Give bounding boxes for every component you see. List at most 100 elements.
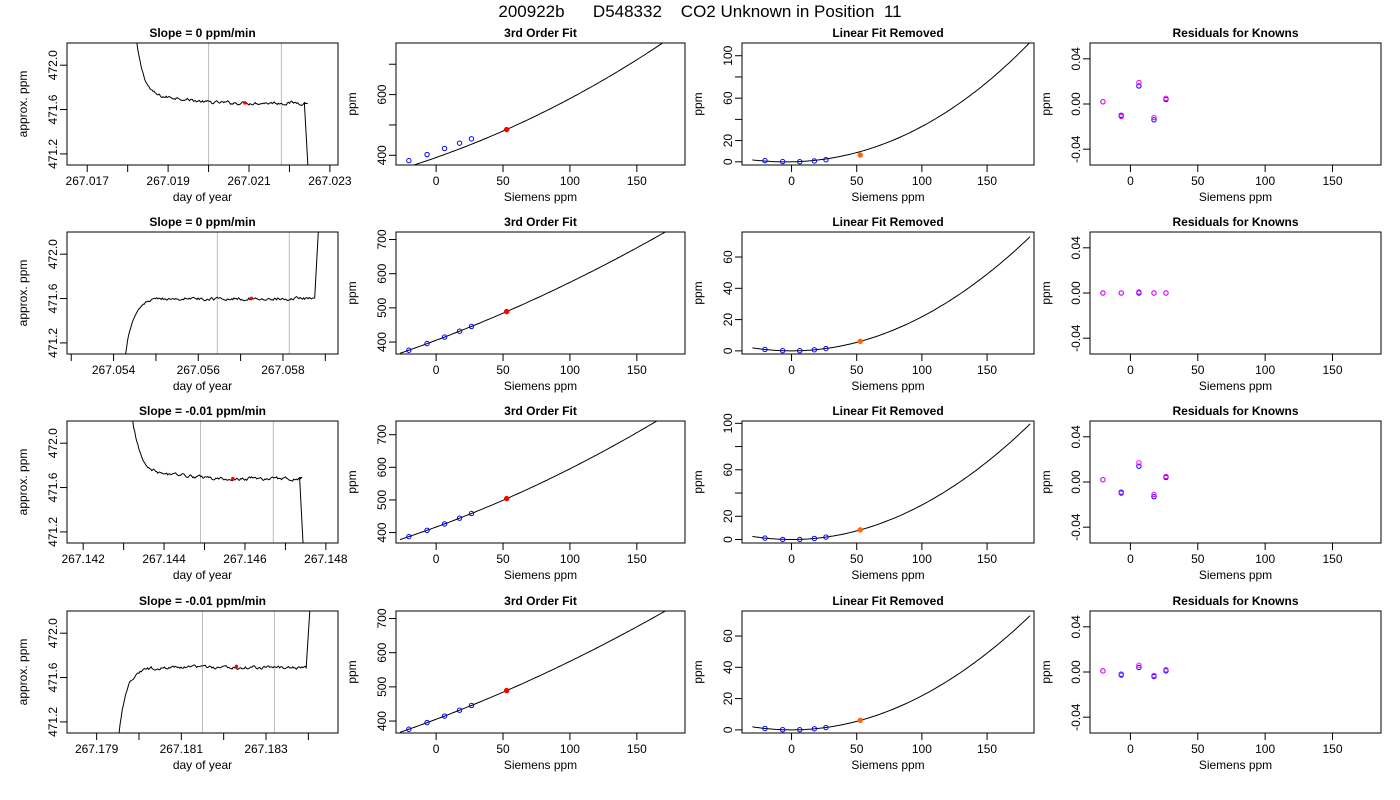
y-tick-label: 700 — [375, 608, 389, 628]
x-tick-label: 100 — [1255, 742, 1275, 756]
y-tick-label: 100 — [721, 45, 735, 65]
known-point — [406, 726, 412, 732]
y-tick-label: -0.04 — [1069, 703, 1083, 731]
y-axis-label: ppm — [1039, 470, 1053, 493]
x-tick-label: 267.021 — [227, 174, 271, 188]
plot-area — [132, 421, 304, 543]
x-axis-label: Siemens ppm — [1199, 758, 1272, 772]
known-point — [406, 533, 412, 540]
x-tick-label: 100 — [560, 174, 580, 188]
plot-frame — [395, 420, 686, 544]
y-tick-label: -0.04 — [1069, 135, 1083, 163]
x-tick-label: 267.183 — [244, 742, 288, 756]
known-point — [468, 323, 475, 330]
x-tick-label: 267.181 — [160, 742, 204, 756]
y-tick-label: 400 — [375, 145, 389, 165]
x-tick-label: 0 — [1127, 742, 1134, 756]
y-tick-label: 400 — [375, 711, 389, 731]
x-tick-label: 0 — [1127, 363, 1134, 377]
x-tick-label: 150 — [627, 363, 647, 377]
y-tick-label: 0.04 — [1069, 615, 1083, 639]
x-tick-label: 0 — [433, 552, 440, 566]
x-tick-label: 0 — [433, 742, 440, 756]
x-tick-label: 50 — [1191, 742, 1205, 756]
known-point — [456, 707, 463, 713]
x-axis-label: day of year — [173, 190, 232, 204]
x-tick-label: 50 — [850, 174, 864, 188]
plot-frame — [741, 231, 1035, 355]
known-point — [797, 727, 803, 733]
plot-area — [1100, 289, 1169, 296]
residual-point-b — [1163, 95, 1169, 102]
known-point — [441, 521, 448, 527]
y-axis-label: ppm — [691, 470, 705, 493]
x-tick-label: 267.054 — [92, 363, 136, 377]
y-tick-label: 60 — [721, 91, 735, 105]
panel-r1-c3: Residuals for Knowns 0 50 100 150 -0.04 0.00 0.… — [1039, 215, 1382, 393]
y-axis-label: ppm — [1039, 92, 1053, 115]
x-axis-label: Siemens ppm — [1199, 379, 1272, 393]
residual-point-a — [1151, 493, 1157, 500]
x-tick-label: 267.017 — [66, 174, 110, 188]
panel-title: Slope = 0 ppm/min — [149, 26, 255, 40]
y-axis-label: ppm — [345, 92, 359, 115]
panel-r0-c3: Residuals for Knowns 0 50 100 150 -0.04 0.00 0.… — [1039, 26, 1382, 204]
x-tick-label: 50 — [496, 174, 510, 188]
x-tick-label: 50 — [496, 363, 510, 377]
y-tick-label: 0.04 — [1069, 236, 1083, 260]
panel-title: Residuals for Knowns — [1172, 215, 1298, 229]
y-tick-label: 40 — [721, 660, 735, 674]
y-tick-label: 0 — [721, 347, 735, 354]
x-tick-label: 267.142 — [61, 552, 105, 566]
x-axis-label: Siemens ppm — [851, 568, 924, 582]
y-axis-label: approx. ppm — [16, 639, 30, 706]
plot-frame — [395, 231, 686, 355]
x-tick-label: 50 — [1191, 174, 1205, 188]
x-tick-label: 267.144 — [142, 552, 186, 566]
x-tick-label: 50 — [496, 742, 510, 756]
y-tick-label: 471.6 — [46, 662, 60, 692]
fit-curve — [752, 43, 1031, 163]
y-tick-label: 0.00 — [1069, 660, 1083, 684]
plot-area — [118, 611, 311, 733]
residual-point-b — [1151, 672, 1157, 679]
fit-curve — [399, 611, 667, 733]
x-tick-label: 267.056 — [177, 363, 221, 377]
y-tick-label: 500 — [375, 490, 389, 510]
known-point — [797, 536, 803, 543]
y-tick-label: 20 — [721, 509, 735, 523]
y-tick-label: 472.0 — [46, 50, 60, 80]
y-tick-label: 0 — [721, 158, 735, 165]
unknown-point — [503, 308, 510, 315]
fit-curve — [412, 43, 664, 165]
residual-point-b — [1118, 113, 1124, 120]
x-tick-label: 150 — [627, 742, 647, 756]
x-axis-label: day of year — [173, 568, 232, 582]
known-point — [811, 347, 818, 353]
y-tick-label: 60 — [721, 629, 735, 643]
y-axis-label: ppm — [691, 281, 705, 304]
known-point — [779, 348, 786, 354]
y-tick-label: 600 — [375, 263, 389, 283]
plot-area — [1100, 662, 1169, 680]
residual-point-b — [1100, 99, 1106, 105]
x-tick-label: 150 — [977, 174, 997, 188]
panel-title: Linear Fit Removed — [832, 26, 943, 40]
known-point — [456, 515, 463, 521]
panel-r2-c1: 3rd Order Fit 0 50 100 150 400 500 600 700 Siemen… — [345, 404, 686, 582]
panel-title: Residuals for Knowns — [1172, 26, 1298, 40]
mean-marker — [249, 296, 253, 301]
known-point — [468, 136, 475, 142]
x-tick-label: 50 — [850, 363, 864, 377]
residual-point-b — [1100, 477, 1106, 483]
x-axis-label: Siemens ppm — [504, 758, 577, 772]
x-tick-label: 0 — [433, 363, 440, 377]
plot-frame — [66, 231, 339, 355]
concentration-trace — [118, 611, 311, 733]
plot-area — [399, 421, 658, 540]
x-tick-label: 0 — [788, 742, 795, 756]
x-tick-label: 150 — [1322, 742, 1342, 756]
y-tick-label: 40 — [721, 281, 735, 295]
known-point — [424, 340, 430, 347]
concentration-trace — [136, 43, 309, 165]
